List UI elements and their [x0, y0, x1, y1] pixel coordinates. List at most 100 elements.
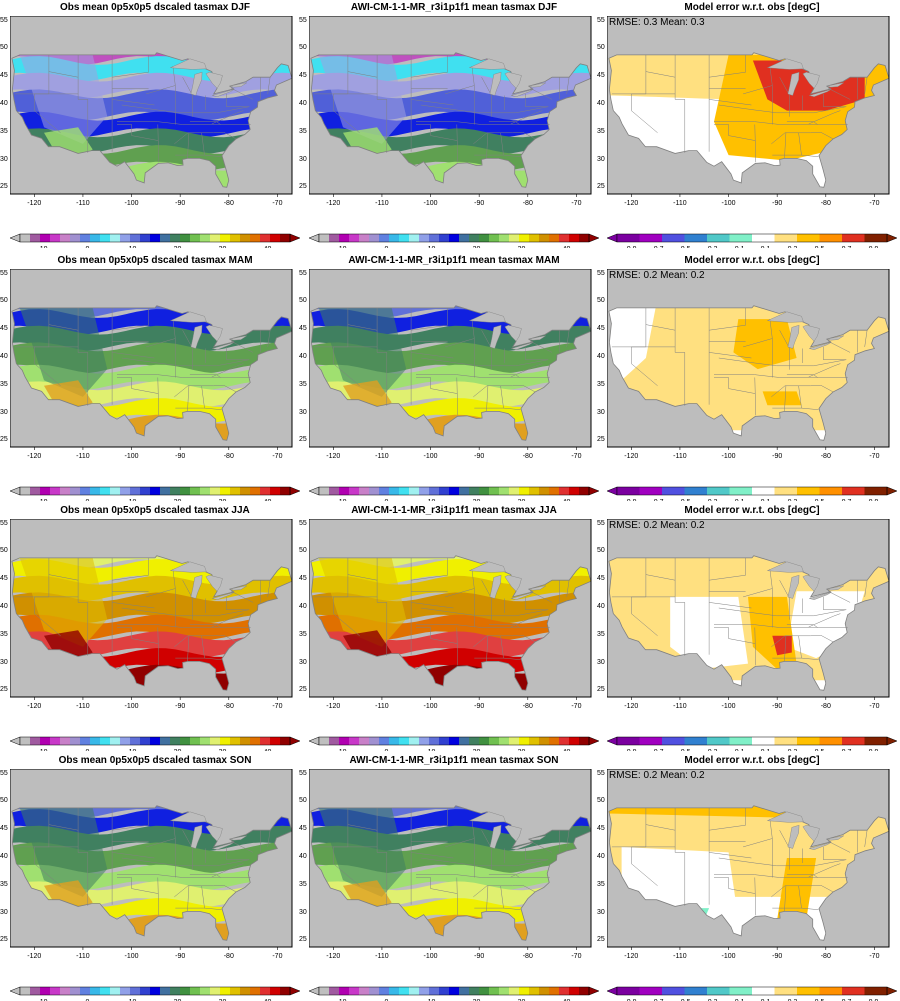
lon-tick-label: -110 — [673, 953, 687, 960]
colorbar-segment — [499, 234, 510, 242]
lat-tick-label: 50 — [0, 297, 8, 305]
colorbar-segment — [752, 987, 775, 995]
lat-tick-label: 50 — [597, 44, 605, 52]
rmse-mean-label: RMSE: 0.3 Mean: 0.3 — [609, 17, 705, 28]
map-plot: -120 -110 -100 -90 -80 -70 RMSE: 0.3 Mean: 0.3… — [607, 16, 898, 248]
lat-tick-label: 30 — [597, 908, 605, 916]
colorbar-right-arrow — [289, 233, 301, 243]
colorbar-segment — [160, 487, 171, 495]
colorbar-segment — [684, 987, 708, 995]
colorbar-tick-label: 0.9 — [869, 499, 879, 501]
colorbar-segment — [369, 737, 380, 745]
colorbar-tick-label: 0.1 — [761, 749, 771, 751]
colorbar-segment — [729, 234, 753, 242]
colorbar-segment — [449, 234, 460, 242]
colorbar-segment — [329, 487, 340, 495]
colorbar-tick-label: 30 — [518, 749, 526, 751]
colorbar-tick-label: 0 — [86, 246, 90, 248]
colorbar-segment — [90, 987, 101, 995]
colorbar-segment — [220, 234, 231, 242]
lon-tick-label: -90 — [175, 200, 185, 207]
colorbar-segment — [419, 487, 430, 495]
lon-tick-label: -80 — [821, 703, 831, 710]
colorbar-segment — [150, 234, 161, 242]
colorbar-tick-label: 40 — [264, 749, 272, 751]
lat-tick-label: 45 — [0, 72, 8, 80]
colorbar-segment — [449, 737, 460, 745]
colorbar-tick-label: 10 — [428, 499, 436, 501]
lat-tick-label: 50 — [299, 797, 307, 805]
colorbar-segment — [329, 737, 340, 745]
colorbar-tick-label: 20 — [473, 749, 481, 751]
colorbar-segment — [379, 234, 390, 242]
colorbar-segment — [617, 987, 640, 995]
colorbar-segment — [329, 987, 340, 995]
lat-tick-label: 25 — [597, 436, 605, 444]
panel-title: Model error w.r.t. obs [degC] — [684, 255, 820, 266]
colorbar-tick-label: 30 — [219, 749, 227, 751]
lon-tick-label: -120 — [326, 200, 340, 207]
temperature-colorbar: -10010203040 — [10, 986, 301, 1001]
colorbar-segment — [30, 987, 41, 995]
colorbar-segment — [60, 987, 71, 995]
colorbar-segment — [80, 737, 91, 745]
lon-tick-label: -80 — [523, 953, 533, 960]
colorbar-tick-label: 30 — [219, 499, 227, 501]
lat-tick-label: 45 — [597, 72, 605, 80]
colorbar-segment — [539, 737, 550, 745]
colorbar-right-arrow — [588, 736, 600, 746]
lat-tick-label: 45 — [299, 575, 307, 583]
lon-tick-label: -90 — [772, 453, 782, 460]
lat-tick-label: 35 — [597, 880, 605, 888]
panel-title: AWI-CM-1-1-MR_r3i1p1f1 mean tasmax SON — [349, 755, 559, 766]
colorbar-segment — [140, 987, 151, 995]
lon-tick-label: -70 — [571, 200, 581, 207]
colorbar-segment — [30, 234, 41, 242]
colorbar-segment — [40, 487, 51, 495]
lat-tick-label: 25 — [0, 686, 8, 694]
lat-tick-label: 55 — [299, 769, 307, 777]
lat-tick-label: 30 — [597, 155, 605, 163]
colorbar-right-arrow — [886, 736, 898, 746]
colorbar-segment — [662, 737, 685, 745]
colorbar-segment — [110, 987, 121, 995]
colorbar-segment — [349, 487, 360, 495]
lat-tick-label: 30 — [0, 408, 8, 416]
colorbar-segment — [819, 487, 843, 495]
colorbar-segment — [529, 737, 540, 745]
error-colorbar: -0.9 -0.7 -0.5 -0.3 -0.1 0.1 0.3 0.5 0.7 0.9 — [607, 736, 898, 751]
colorbar-segment — [579, 737, 590, 745]
lat-tick-label: 25 — [299, 686, 307, 694]
lon-tick-label: -70 — [571, 953, 581, 960]
colorbar-segment — [509, 987, 520, 995]
lat-tick-label: 25 — [597, 686, 605, 694]
lat-tick-label: 35 — [299, 880, 307, 888]
error-colorbar: -0.9 -0.7 -0.5 -0.3 -0.1 0.1 0.3 0.5 0.7 0.9 — [607, 233, 898, 248]
colorbar-right-arrow — [886, 486, 898, 496]
colorbar-segment — [349, 987, 360, 995]
lat-tick-label: 35 — [0, 127, 8, 135]
lon-tick-label: -90 — [175, 703, 185, 710]
colorbar-segment — [160, 987, 171, 995]
colorbar-segment — [617, 737, 640, 745]
panel-title: AWI-CM-1-1-MR_r3i1p1f1 mean tasmax DJF — [350, 2, 558, 13]
colorbar-segment — [389, 487, 400, 495]
colorbar-segment — [20, 234, 31, 242]
lon-tick-label: -120 — [326, 703, 340, 710]
temperature-colorbar: -10010203040 — [309, 736, 600, 751]
colorbar-segment — [752, 737, 775, 745]
lat-tick-label: 40 — [597, 353, 605, 360]
lat-tick-label: 30 — [0, 658, 8, 666]
lat-tick-label: 25 — [299, 436, 307, 444]
colorbar-segment — [399, 737, 410, 745]
colorbar-segment — [684, 737, 708, 745]
lat-tick-label: 30 — [299, 908, 307, 916]
colorbar-tick-label: -0.3 — [705, 499, 717, 501]
colorbar-segment — [70, 987, 81, 995]
lon-tick-label: -100 — [125, 200, 139, 207]
colorbar-tick-label: 0 — [86, 499, 90, 501]
colorbar-segment — [479, 234, 490, 242]
lat-tick-label: 45 — [299, 72, 307, 80]
lon-tick-label: -110 — [375, 453, 389, 460]
colorbar-tick-label: 0.1 — [761, 246, 771, 248]
